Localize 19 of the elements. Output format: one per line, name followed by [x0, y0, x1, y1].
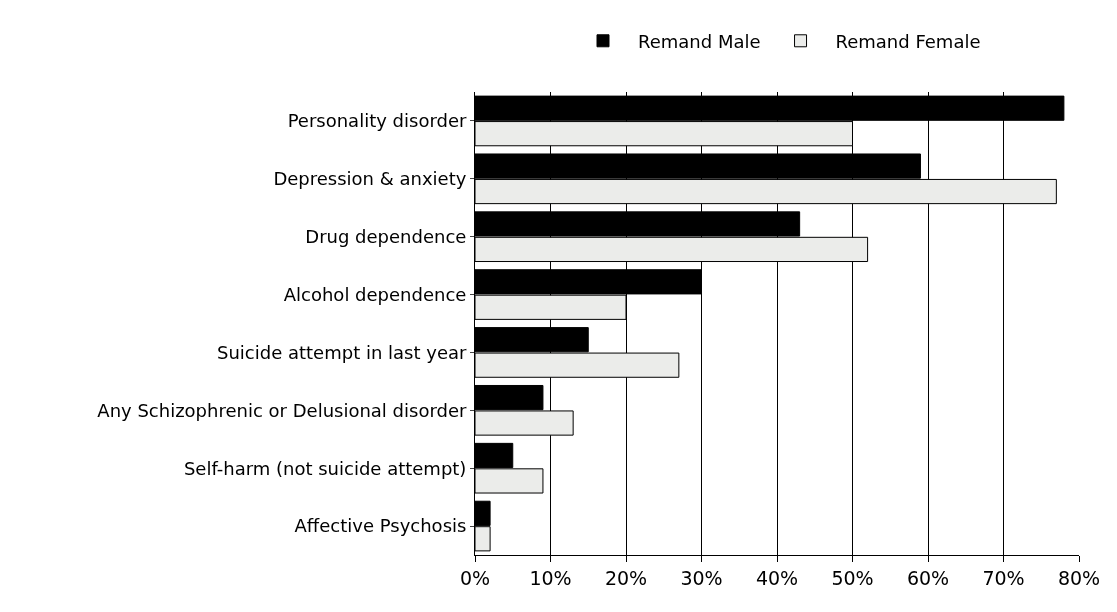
- y-tick-label: Affective Psychosis: [294, 515, 467, 537]
- y-tick-label: Any Schizophrenic or Delusional disorder: [97, 399, 467, 421]
- y-tick-label: Self-harm (not suicide attempt): [183, 457, 467, 479]
- legend-label: Remand Female: [835, 30, 981, 52]
- y-tick-label: Alcohol dependence: [283, 283, 467, 305]
- x-tick-label: 50%: [831, 566, 874, 589]
- x-tick-label: 60%: [906, 566, 950, 589]
- x-tick-label: 0%: [459, 566, 491, 589]
- y-tick-label: Suicide attempt in last year: [217, 341, 467, 363]
- x-tick-label: 70%: [982, 566, 1025, 589]
- x-tick-label: 10%: [529, 566, 572, 589]
- y-tick-label: Depression & anxiety: [273, 168, 467, 190]
- legend-label: Remand Male: [638, 30, 761, 52]
- x-tick-label: 20%: [604, 566, 648, 589]
- x-tick-label: 40%: [755, 566, 799, 589]
- y-tick-label: Personality disorder: [287, 110, 467, 132]
- y-tick-label: Drug dependence: [305, 225, 467, 247]
- x-tick-label: 80%: [1057, 566, 1101, 589]
- x-tick-label: 30%: [680, 566, 723, 589]
